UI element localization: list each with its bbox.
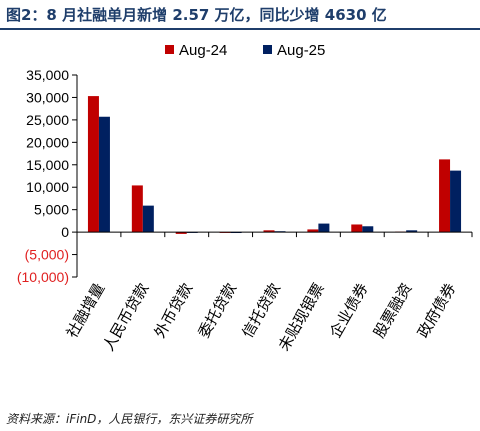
legend-label-aug-25: Aug-25 [277, 42, 325, 59]
x-category-label: 社融增量 [63, 280, 109, 341]
bar-aug-24-6 [351, 224, 363, 233]
x-category-label: 政府债券 [414, 280, 460, 341]
x-category-label: 委托贷款 [194, 280, 240, 341]
x-category-label: 外币贷款 [151, 280, 197, 341]
legend-swatch-aug-24 [165, 45, 174, 54]
bar-aug-25-1 [142, 205, 154, 233]
legend-label-aug-24: Aug-24 [179, 42, 227, 59]
y-tick-label: 35,000 [26, 67, 69, 83]
title-rule [0, 28, 480, 30]
legend-swatch-aug-25 [263, 45, 272, 54]
bar-aug-24-0 [87, 96, 99, 233]
y-tick-label: 10,000 [26, 179, 69, 195]
bar-aug-25-0 [98, 116, 110, 233]
source-note: 资料来源：iFinD，人民银行，东兴证券研究所 [6, 412, 253, 426]
bar-aug-25-5 [318, 223, 330, 233]
bar-aug-25-6 [362, 226, 374, 233]
y-tick-label: 25,000 [26, 112, 69, 128]
bar-aug-24-8 [439, 159, 451, 233]
bar-aug-24-4 [263, 230, 275, 233]
y-tick-label: 15,000 [26, 157, 69, 173]
y-tick-label: 30,000 [26, 89, 69, 105]
bars [87, 96, 462, 234]
y-tick-label: (10,000) [17, 269, 69, 285]
bar-aug-25-8 [450, 170, 462, 233]
x-category-label: 企业债券 [326, 280, 372, 341]
y-tick-label: 5,000 [34, 202, 69, 218]
y-tick-label: 20,000 [26, 134, 69, 150]
bar-aug-25-7 [406, 230, 418, 233]
x-category-label: 信托贷款 [238, 280, 284, 341]
bar-aug-24-2 [175, 232, 187, 234]
x-category-label: 股票融资 [370, 280, 416, 341]
y-tick-label: (5,000) [25, 247, 69, 263]
bar-aug-24-1 [131, 185, 143, 233]
y-axis: 35,000 30,000 25,000 20,000 15,000 10,000 5,00… [17, 67, 78, 285]
bar-aug-24-5 [307, 229, 319, 233]
figure-title: 图2：8 月社融单月新增 2.57 万亿，同比少增 4630 亿 [6, 6, 387, 24]
chart-legend: Aug-24 Aug-25 [165, 42, 325, 59]
y-tick-label: 0 [61, 224, 69, 240]
